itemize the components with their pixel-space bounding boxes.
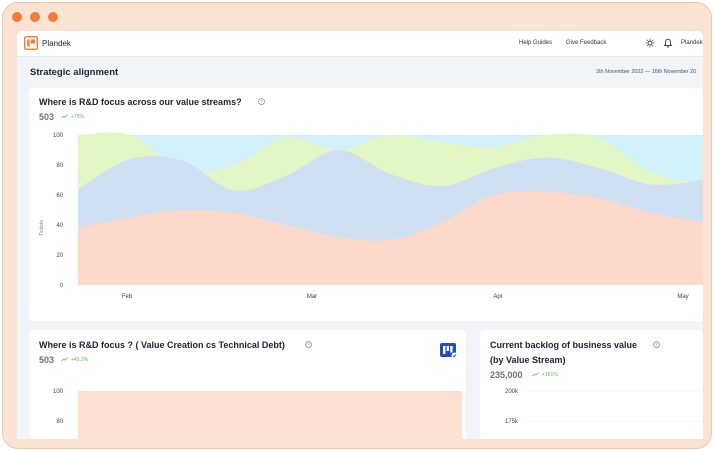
window-maximize-dot[interactable] (48, 12, 58, 22)
y-tick-label: 175k (505, 419, 519, 425)
area-chart: Tickets 0 20 40 60 80 100 Feb Mar Apr May (39, 132, 703, 300)
x-tick-label: Feb (122, 294, 133, 300)
y-tick-label: 40 (56, 223, 63, 229)
y-tick-label: 100 (53, 133, 64, 139)
y-tick-label: 60 (56, 193, 63, 199)
metric-value: 503 (39, 112, 55, 122)
backlog-business-value-card: Current backlog of business value ? (by … (480, 330, 703, 439)
svg-text:?: ? (307, 342, 310, 347)
window-close-dot[interactable] (12, 12, 22, 22)
x-tick-label: May (677, 294, 688, 300)
rd-focus-value-creation-card: Where is R&D focus ? ( Value Creation cs… (29, 330, 466, 439)
y-tick-label: 20 (56, 253, 63, 259)
y-tick-label: 0 (60, 283, 64, 289)
x-tick-label: Apr (493, 294, 502, 300)
sun-icon[interactable] (645, 38, 655, 48)
area-chart: 80 100 (53, 389, 462, 439)
question-circle-icon[interactable]: ? (258, 98, 265, 105)
app-window: Plandek Help Guides Give Feedback Plande… (17, 31, 703, 439)
user-menu[interactable]: Plandek (681, 40, 703, 46)
question-circle-icon[interactable]: ? (305, 341, 312, 348)
trend-percent: +161% (542, 372, 558, 378)
svg-text:?: ? (260, 99, 263, 104)
card-title-line-2: (by Value Stream) (490, 355, 566, 365)
top-navigation-bar: Plandek Help Guides Give Feedback Plande… (17, 31, 703, 57)
plandek-logo-icon[interactable] (24, 36, 38, 50)
rd-focus-value-streams-card: Where is R&D focus across our value stre… (29, 88, 703, 321)
date-range-picker[interactable]: 2th November 2022 — 16th November 20 (596, 69, 697, 75)
question-circle-icon[interactable]: ? (653, 341, 660, 348)
x-tick-label: Mar (307, 294, 317, 300)
trend-percent: +45.3% (71, 357, 89, 363)
area-series (78, 391, 462, 439)
plandek-badge-icon[interactable] (438, 341, 458, 359)
y-tick-label: 80 (56, 163, 63, 169)
trend-percent: +75% (71, 114, 84, 120)
window-minimize-dot[interactable] (30, 12, 40, 22)
y-axis-label: Tickets (39, 220, 45, 236)
give-feedback-link[interactable]: Give Feedback (566, 40, 607, 46)
page-title: Strategic alignment (30, 67, 119, 78)
trend-up-icon (61, 114, 68, 119)
svg-text:?: ? (655, 342, 658, 347)
line-chart: 200k 175k (505, 389, 703, 425)
y-tick-label: 200k (505, 389, 519, 395)
trend-up-icon (532, 372, 539, 377)
trend-up-icon (61, 357, 68, 362)
y-tick-label: 80 (56, 419, 63, 425)
bell-icon[interactable] (663, 38, 673, 48)
card-title: Where is R&D focus across our value stre… (39, 97, 242, 107)
card-title: Where is R&D focus ? ( Value Creation cs… (39, 340, 285, 350)
area-series (78, 191, 703, 285)
help-guides-link[interactable]: Help Guides (519, 40, 553, 46)
metric-value: 235,000 (490, 370, 523, 380)
brand-name: Plandek (42, 39, 71, 48)
y-tick-label: 100 (53, 389, 64, 395)
metric-value: 503 (39, 355, 55, 365)
card-title-line-1: Current backlog of business value (490, 340, 638, 350)
